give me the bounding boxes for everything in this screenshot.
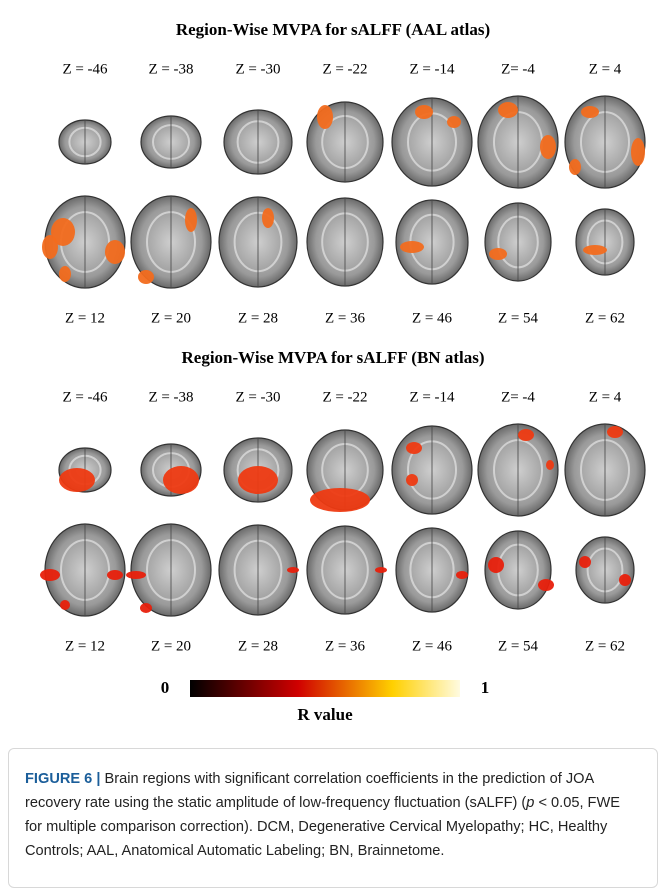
activation [579,556,591,568]
activation [406,442,422,454]
z-label: Z = 28 [238,638,278,654]
activation [400,241,424,253]
activation [163,466,199,494]
caption: FIGURE 6 | Brain regions with significan… [8,748,658,888]
caption-label: FIGURE 6 | [25,771,100,787]
colorbar-min: 0 [161,678,170,697]
activation [406,474,418,486]
figure: 0 1 R value Region-Wise MVPA for sALFF (… [0,0,667,740]
activation [138,270,154,284]
z-label: Z = -14 [409,389,455,405]
activation [498,102,518,118]
z-label: Z = -22 [322,389,367,405]
activation [126,571,146,579]
activation [540,135,556,159]
z-label: Z = -38 [148,389,193,405]
z-label: Z= -4 [501,61,535,77]
activation [310,488,370,512]
z-label: Z = 54 [498,638,539,654]
z-label: Z = 20 [151,638,191,654]
activation [488,557,504,573]
activation [583,245,607,255]
z-label: Z = -14 [409,61,455,77]
z-label: Z = 4 [589,61,622,77]
z-label: Z = 62 [585,638,625,654]
z-label: Z = 54 [498,310,539,326]
activation [140,603,152,613]
z-label: Z = 46 [412,310,453,326]
activation [415,105,433,119]
z-label: Z = 12 [65,310,105,326]
activation [581,106,599,118]
activation [375,567,387,573]
activation [60,600,70,610]
z-label: Z = -30 [235,61,280,77]
activation [185,208,197,232]
colorbar [190,680,460,697]
colorbar-max: 1 [481,678,490,697]
activation [287,567,299,573]
activation [546,460,554,470]
activation [569,159,581,175]
activation [262,208,274,228]
activation [59,468,95,492]
page: {"panels": [ {"title": "Region-Wise MVPA… [0,0,667,895]
z-label: Z = -46 [62,61,108,77]
z-label: Z = 46 [412,638,453,654]
z-label: Z= -4 [501,389,535,405]
activation [42,235,58,259]
z-label: Z = 62 [585,310,625,326]
z-label: Z = 28 [238,310,278,326]
activation [456,571,468,579]
activation [107,570,123,580]
activation [631,138,645,166]
activation [538,579,554,591]
z-label: Z = -38 [148,61,193,77]
z-label: Z = -46 [62,389,108,405]
activation [238,466,278,494]
activation [619,574,631,586]
z-label: Z = 36 [325,310,366,326]
activation [447,116,461,128]
activation [59,266,71,282]
colorbar-label: R value [297,705,353,724]
activation [518,429,534,441]
z-label: Z = -30 [235,389,280,405]
z-label: Z = 36 [325,638,366,654]
activation [40,569,60,581]
caption-text: Brain regions with significant correlati… [25,771,593,811]
z-label: Z = 20 [151,310,191,326]
activation [317,105,333,129]
z-label: Z = 4 [589,389,622,405]
activation [607,426,623,438]
z-label: Z = -22 [322,61,367,77]
z-label: Z = 12 [65,638,105,654]
panel-title: Region-Wise MVPA for sALFF (AAL atlas) [176,20,490,39]
activation [105,240,125,264]
activation [489,248,507,260]
panel-title: Region-Wise MVPA for sALFF (BN atlas) [182,348,485,367]
